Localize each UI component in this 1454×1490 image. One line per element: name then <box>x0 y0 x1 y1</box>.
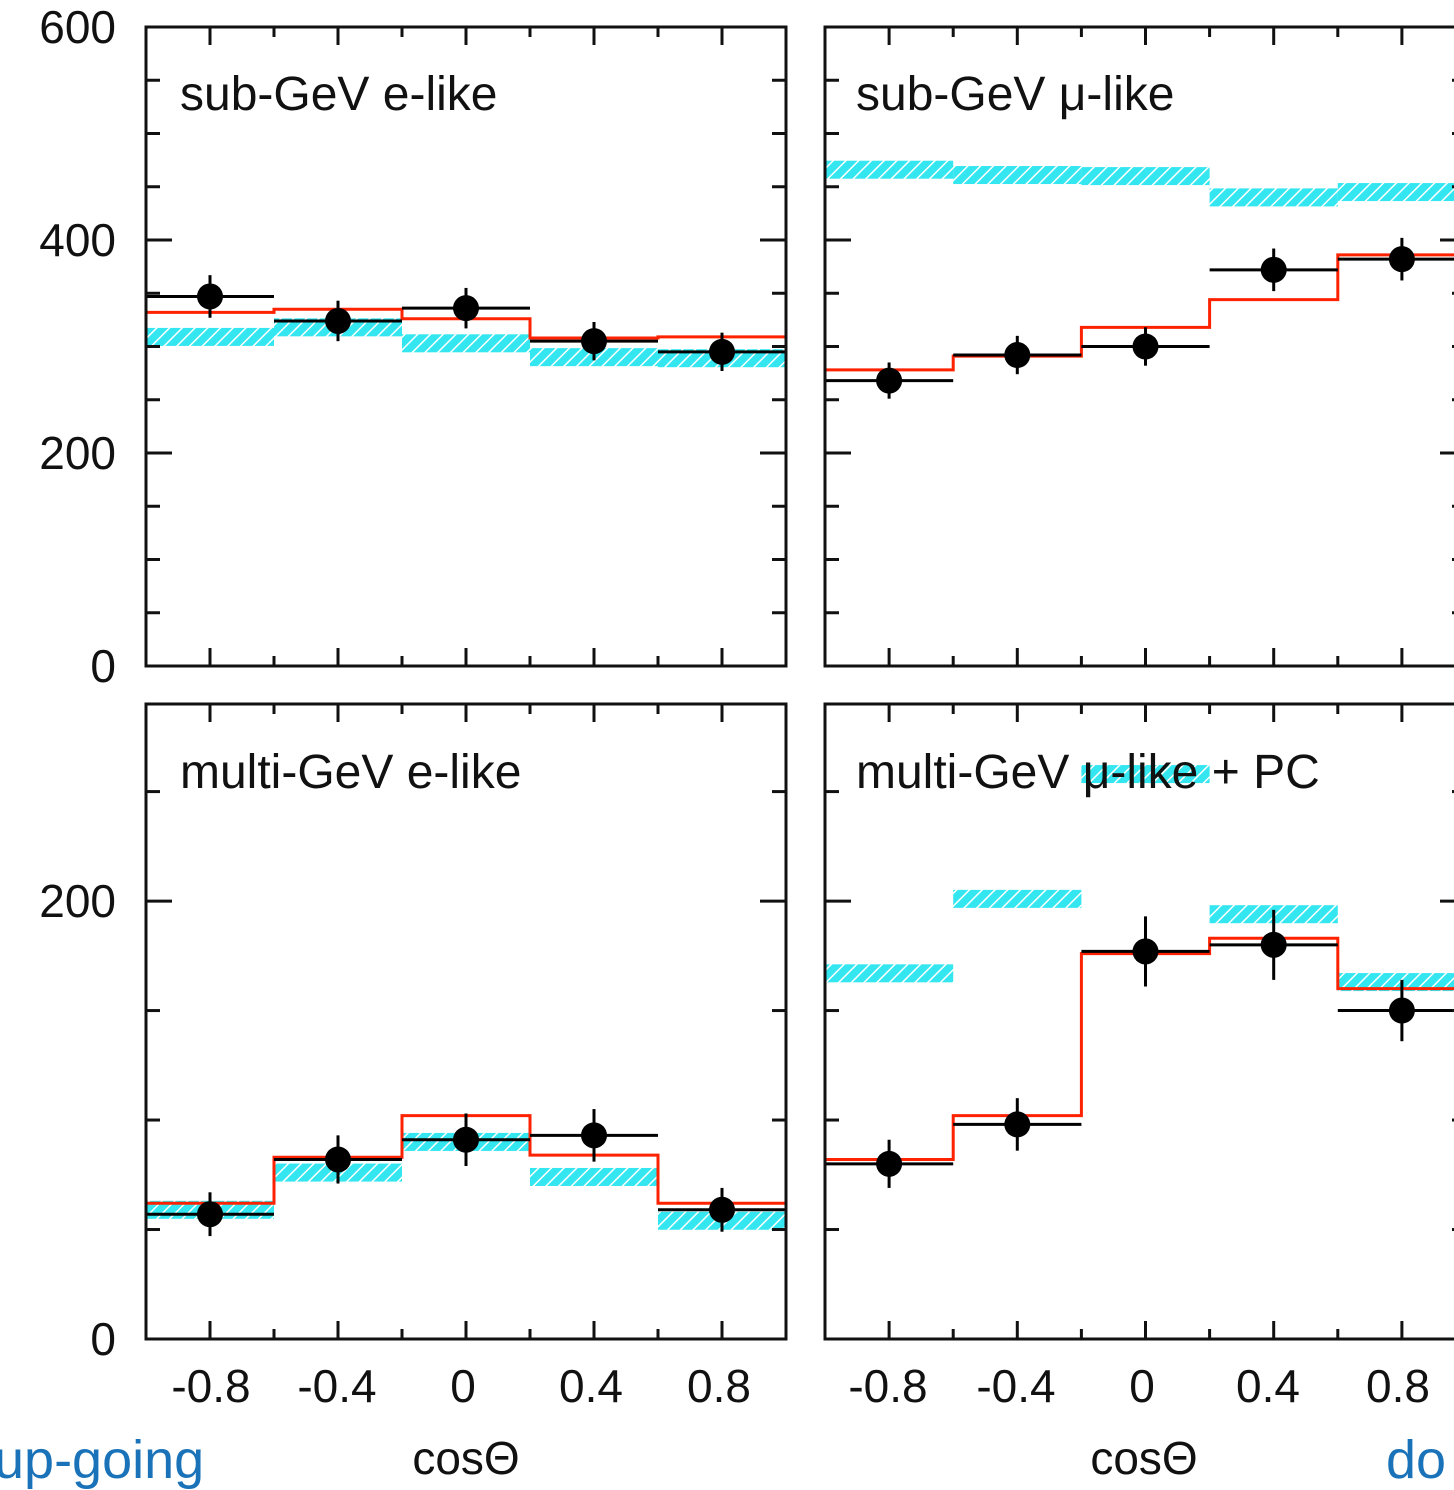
direction-label-right: do <box>1386 1430 1446 1490</box>
direction-label-left: up-going <box>0 1430 204 1490</box>
tick-marks <box>146 25 786 668</box>
data-point <box>825 1139 954 1188</box>
no-oscillation-band <box>1081 167 1210 186</box>
plot-area <box>825 765 1454 1188</box>
data-point <box>146 275 274 318</box>
y-tick-label: 200 <box>39 875 116 927</box>
x-tick-label-left: -0.4 <box>297 1360 376 1412</box>
panel-title: sub-GeV μ-like <box>856 68 1174 121</box>
data-point <box>658 332 786 371</box>
shared-labels: -0.8 -0.4 0 0.4 0.8 -0.8 -0.4 0 0.4 0.8 … <box>0 1360 1446 1490</box>
plot-area <box>146 275 786 371</box>
no-oscillation-band <box>530 1167 658 1186</box>
panel: multi-GeV μ-like + PC <box>823 702 1454 1341</box>
no-oscillation-band <box>1337 183 1454 202</box>
data-point <box>530 322 658 361</box>
panel: 0 200 multi-GeV e-like <box>39 702 788 1365</box>
tick-marks <box>825 704 1454 1341</box>
panel: sub-GeV μ-like <box>823 25 1454 668</box>
x-tick-label-right: 0 <box>1129 1360 1155 1412</box>
x-tick-label-right: -0.4 <box>976 1360 1055 1412</box>
tick-marks <box>146 704 786 1341</box>
data-point <box>953 1098 1082 1151</box>
data-point <box>402 1113 530 1167</box>
panel-title: multi-GeV μ-like + PC <box>856 746 1320 799</box>
x-axis-title-right: cosΘ <box>1090 1432 1197 1484</box>
y-tick-label: 200 <box>39 427 116 479</box>
data-point <box>953 335 1082 375</box>
x-tick-label-left: 0.8 <box>687 1360 751 1412</box>
no-oscillation-band <box>953 889 1082 908</box>
y-tick-label: 0 <box>90 640 116 692</box>
no-oscillation-band <box>1209 188 1338 207</box>
x-tick-label-left: 0 <box>450 1360 476 1412</box>
panel-title: multi-GeV e-like <box>180 746 521 799</box>
tick-marks <box>825 25 1454 668</box>
no-oscillation-band <box>146 327 274 346</box>
panel-title: sub-GeV e-like <box>180 68 497 121</box>
data-point <box>1337 237 1454 281</box>
no-oscillation-band <box>825 160 954 179</box>
no-oscillation-band <box>402 334 530 353</box>
data-point <box>402 287 530 329</box>
y-tick-label: 600 <box>39 1 116 53</box>
data-point <box>530 1109 658 1162</box>
no-oscillation-band <box>1081 765 1210 784</box>
no-oscillation-band <box>953 166 1082 185</box>
data-point <box>1081 327 1210 366</box>
panel: 0 200 400 600 sub-GeV e-like <box>39 1 788 692</box>
plot-area <box>825 160 1454 399</box>
x-tick-label-right: 0.4 <box>1236 1360 1300 1412</box>
no-oscillation-band <box>1337 973 1454 992</box>
data-point <box>658 1187 786 1232</box>
plot-frame <box>823 702 1454 1341</box>
data-point <box>1209 248 1338 292</box>
panels-layer: 0 200 400 600 sub-GeV e-like sub-GeV μ-like 0 2… <box>39 1 1454 1365</box>
plot-area <box>146 1109 786 1237</box>
plot-frame <box>144 702 788 1341</box>
data-point <box>825 362 954 399</box>
x-tick-label-right: -0.8 <box>848 1360 927 1412</box>
x-tick-label-right: 0.8 <box>1366 1360 1430 1412</box>
x-axis-title-left: cosΘ <box>412 1432 519 1484</box>
data-point <box>274 1135 402 1184</box>
data-point <box>1081 916 1210 987</box>
no-oscillation-band <box>825 964 954 983</box>
data-point <box>274 300 402 342</box>
y-tick-label: 0 <box>90 1313 116 1365</box>
data-point <box>146 1192 274 1237</box>
data-point <box>1337 979 1454 1042</box>
y-tick-label: 400 <box>39 214 116 266</box>
x-tick-label-left: 0.4 <box>559 1360 623 1412</box>
x-tick-label-left: -0.8 <box>171 1360 250 1412</box>
data-point <box>1209 909 1338 980</box>
